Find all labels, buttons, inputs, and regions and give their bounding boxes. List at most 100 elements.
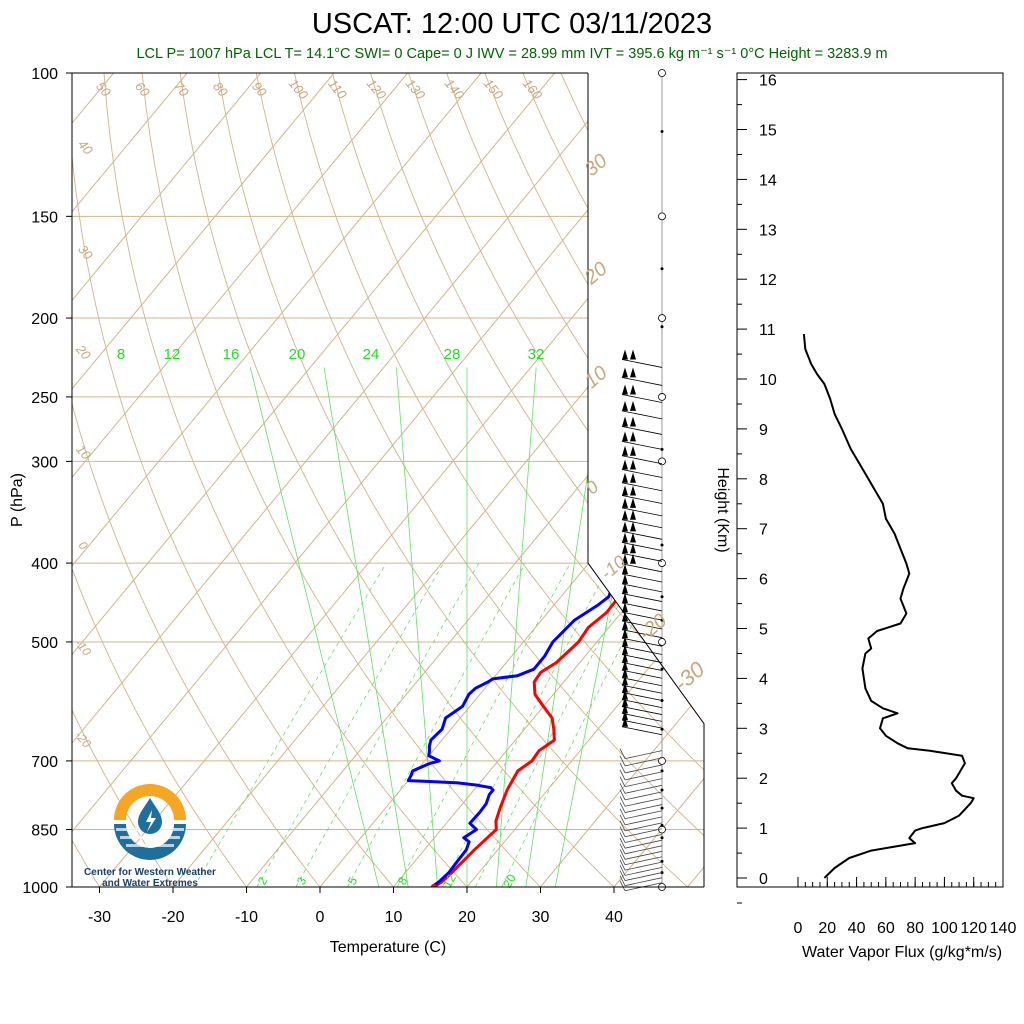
- wind-barb-flag: [622, 367, 628, 378]
- wind-barb-feather: [619, 875, 626, 886]
- temperature-tick-label: 30: [532, 909, 550, 926]
- wind-barb-flag: [622, 592, 628, 603]
- wind-barb-feather: [619, 870, 626, 881]
- pressure-axis-label: P (hPa): [9, 473, 26, 527]
- isotherm-line: [72, 73, 629, 744]
- wind-barb-shaft: [624, 810, 663, 820]
- isotherm-label-left: -10: [72, 636, 94, 659]
- temperature-tick-label: -30: [88, 909, 111, 926]
- wind-barb-shaft: [621, 495, 663, 504]
- wind-barb-flag: [622, 532, 628, 543]
- height-tick-label: 15: [759, 123, 777, 140]
- wind-barb-feather: [619, 849, 626, 860]
- isotherm-line: [72, 73, 409, 479]
- pressure-tick-label: 150: [31, 209, 58, 226]
- wind-barb-feather: [619, 838, 626, 849]
- wind-barb-flag: [622, 431, 628, 442]
- wind-barb-shaft: [621, 394, 663, 403]
- wind-barb-flag: [622, 611, 628, 622]
- wind-barb-shaft: [621, 573, 663, 583]
- height-tick-label: 14: [759, 172, 777, 189]
- moist-adiabat-label: 16: [223, 346, 240, 363]
- temperature-tick-label: -10: [235, 909, 258, 926]
- mixing-ratio-label: 5: [345, 874, 361, 887]
- dry-adiabat-label: 90: [249, 79, 270, 100]
- wind-barb-shaft: [621, 519, 663, 529]
- dry-adiabat-line: [408, 73, 704, 578]
- wind-barb-flag: [622, 384, 628, 395]
- wind-barb-flag: [630, 459, 636, 470]
- wind-barb-flag: [622, 703, 628, 714]
- wind-barb-shaft: [624, 778, 663, 788]
- mixing-ratio-label: 2: [255, 874, 271, 887]
- dry-adiabat-label: 150: [481, 76, 507, 103]
- cw3e-emblem-icon: [114, 784, 186, 860]
- wind-barb-flag: [622, 400, 628, 411]
- flux-tick-label: 40: [848, 920, 866, 937]
- flux-tick-label: 100: [931, 920, 958, 937]
- wind-barb-shaft: [624, 764, 663, 774]
- flux-tick-label: 80: [906, 920, 924, 937]
- wind-barb-feather: [619, 880, 626, 891]
- moist-adiabat-label: 24: [363, 346, 380, 363]
- mixing-ratio-line: [295, 562, 480, 887]
- wind-barb-shaft: [624, 866, 663, 876]
- wind-level-dot: [660, 806, 664, 810]
- moist-adiabat-line: [249, 367, 380, 887]
- wind-barb-shaft: [624, 822, 663, 832]
- wind-barb-flag: [622, 644, 628, 655]
- wind-barb-shaft: [624, 750, 663, 760]
- mixing-ratio-line: [441, 562, 612, 887]
- isotherm-line: [72, 73, 482, 567]
- isotherm-line: [172, 246, 704, 887]
- wind-barb-panel-mask: [588, 73, 704, 724]
- mixing-ratio-label: 3: [294, 874, 310, 887]
- wind-barb-shaft: [621, 629, 663, 639]
- wind-barb-shaft: [624, 828, 663, 838]
- isotherm-line: [72, 73, 188, 213]
- temperature-tick-label: 20: [458, 909, 476, 926]
- pressure-tick-label: 400: [31, 556, 58, 573]
- dry-adiabat-label: 60: [132, 79, 153, 100]
- wind-barb-feather: [619, 854, 626, 865]
- wind-barb-shaft: [621, 455, 663, 465]
- wind-level-circle: [658, 457, 666, 466]
- wind-barb-flag: [622, 509, 628, 520]
- wind-barb-flag: [622, 521, 628, 532]
- wind-barb-flag: [630, 400, 636, 411]
- height-tick-label: 6: [759, 572, 768, 589]
- wind-barb-flag: [630, 431, 636, 442]
- dry-adiabat-line: [255, 73, 704, 837]
- isotherm-line: [466, 600, 704, 887]
- wind-barb-flag: [630, 485, 636, 496]
- wind-level-dot: [660, 595, 664, 599]
- dry-adiabat-line: [446, 73, 704, 514]
- moist-adiabat-label: 8: [117, 346, 125, 363]
- wind-barb-feather: [619, 814, 626, 826]
- isotherm-label-left: 40: [75, 137, 96, 158]
- wind-barb-shaft: [621, 552, 663, 562]
- wind-level-circle: [658, 314, 666, 322]
- wind-barb-shaft: [621, 699, 663, 708]
- wind-barb-shaft: [621, 482, 663, 492]
- wind-barb-shaft: [621, 646, 663, 655]
- height-tick-label: 1: [759, 821, 768, 838]
- wind-barb-flag: [622, 472, 628, 483]
- isotherm-line: [393, 512, 704, 887]
- wind-barb-flag: [630, 416, 636, 427]
- water-vapor-flux-line: [802, 334, 975, 879]
- isotherm-line: [72, 73, 335, 390]
- wind-barb-shaft: [621, 719, 663, 729]
- wind-barb-shaft: [624, 771, 663, 781]
- logo-text-line-2: and Water Extremes: [102, 878, 198, 889]
- isotherm-label-left: 30: [75, 242, 96, 263]
- dry-adiabat-label: 80: [210, 79, 231, 100]
- surface-temperature-dot: [430, 884, 437, 887]
- dry-adiabat-line: [72, 401, 321, 887]
- wind-barb-shaft: [624, 839, 663, 849]
- dry-adiabat-line: [370, 73, 704, 642]
- wind-barb-shaft: [621, 654, 663, 663]
- chart-title: USCAT: 12:00 UTC 03/11/2023: [311, 8, 713, 40]
